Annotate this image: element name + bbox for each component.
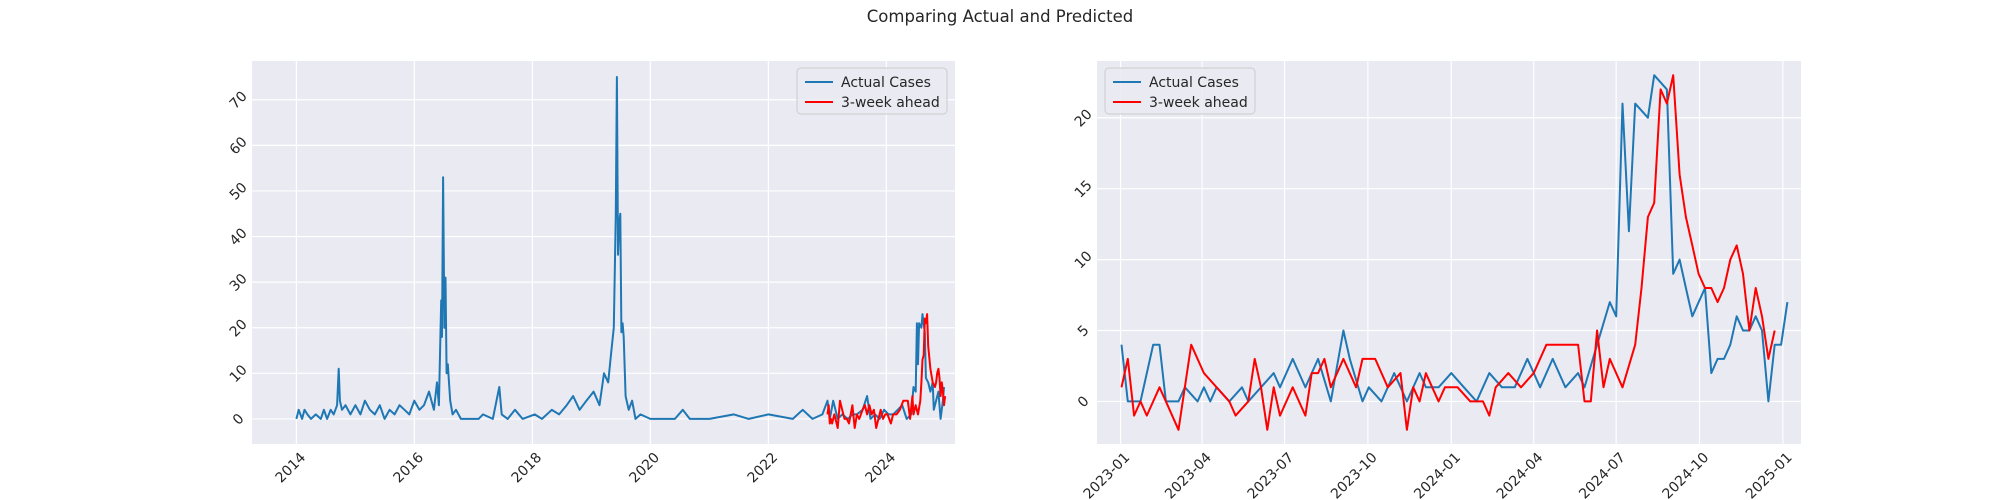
x-tick-label: 2016 bbox=[391, 450, 428, 487]
y-tick-label: 10 bbox=[1072, 248, 1096, 272]
y-tick-label: 20 bbox=[227, 316, 251, 340]
x-tick-label: 2023-04 bbox=[1162, 450, 1215, 500]
y-tick-label: 5 bbox=[1075, 322, 1093, 340]
y-tick-label: 50 bbox=[227, 180, 251, 204]
y-tick-label: 60 bbox=[227, 134, 251, 158]
x-tick-label: 2024 bbox=[863, 450, 900, 487]
x-tick-label: 2023-10 bbox=[1328, 450, 1381, 500]
y-tick-label: 40 bbox=[227, 225, 251, 249]
legend-box bbox=[1104, 67, 1256, 115]
legend-label-predicted: 3-week ahead bbox=[1149, 95, 1248, 111]
x-tick-label: 2025-01 bbox=[1743, 450, 1796, 500]
legend-box bbox=[796, 67, 948, 115]
y-tick-label: 0 bbox=[230, 411, 248, 429]
legend-label-actual: Actual Cases bbox=[841, 75, 931, 91]
y-tick-label: 15 bbox=[1072, 177, 1096, 201]
legend-label-actual: Actual Cases bbox=[1149, 75, 1239, 91]
plot-background bbox=[252, 61, 955, 444]
x-tick-label: 2023-01 bbox=[1081, 450, 1134, 500]
y-tick-label: 70 bbox=[227, 89, 251, 113]
x-tick-label: 2020 bbox=[627, 450, 664, 487]
series-line-predicted bbox=[826, 313, 947, 429]
y-tick-label: 0 bbox=[1075, 393, 1093, 411]
legend: Actual Cases 3-week ahead bbox=[796, 67, 948, 115]
series-line-predicted bbox=[1120, 74, 1776, 431]
x-tick-label: 2018 bbox=[509, 450, 546, 487]
y-tick-label: 20 bbox=[1072, 106, 1096, 130]
chart-panel-1: 2014 2016 2018 2020 2022 2024 0 10 20 30 40 50 60 70 A… bbox=[227, 61, 955, 486]
x-tick-label: 2024-04 bbox=[1494, 450, 1547, 500]
y-tick-label: 30 bbox=[227, 271, 251, 295]
y-tick-label: 10 bbox=[227, 362, 251, 386]
plot-background bbox=[1097, 61, 1801, 444]
x-tick-label: 2024-01 bbox=[1411, 450, 1464, 500]
chart-panel-2: 2023-01 2023-04 2023-07 2023-10 2024-01 2024-… bbox=[1072, 61, 1801, 500]
x-tick-label: 2023-07 bbox=[1245, 450, 1298, 500]
x-tick-label: 2022 bbox=[745, 450, 782, 487]
legend-label-predicted: 3-week ahead bbox=[841, 95, 940, 111]
x-tick-label: 2024-10 bbox=[1660, 450, 1713, 500]
x-tick-label: 2024-07 bbox=[1576, 450, 1629, 500]
legend: Actual Cases 3-week ahead bbox=[1104, 67, 1256, 115]
x-tick-label: 2014 bbox=[273, 450, 310, 487]
figure-title: Comparing Actual and Predicted bbox=[866, 7, 1134, 26]
